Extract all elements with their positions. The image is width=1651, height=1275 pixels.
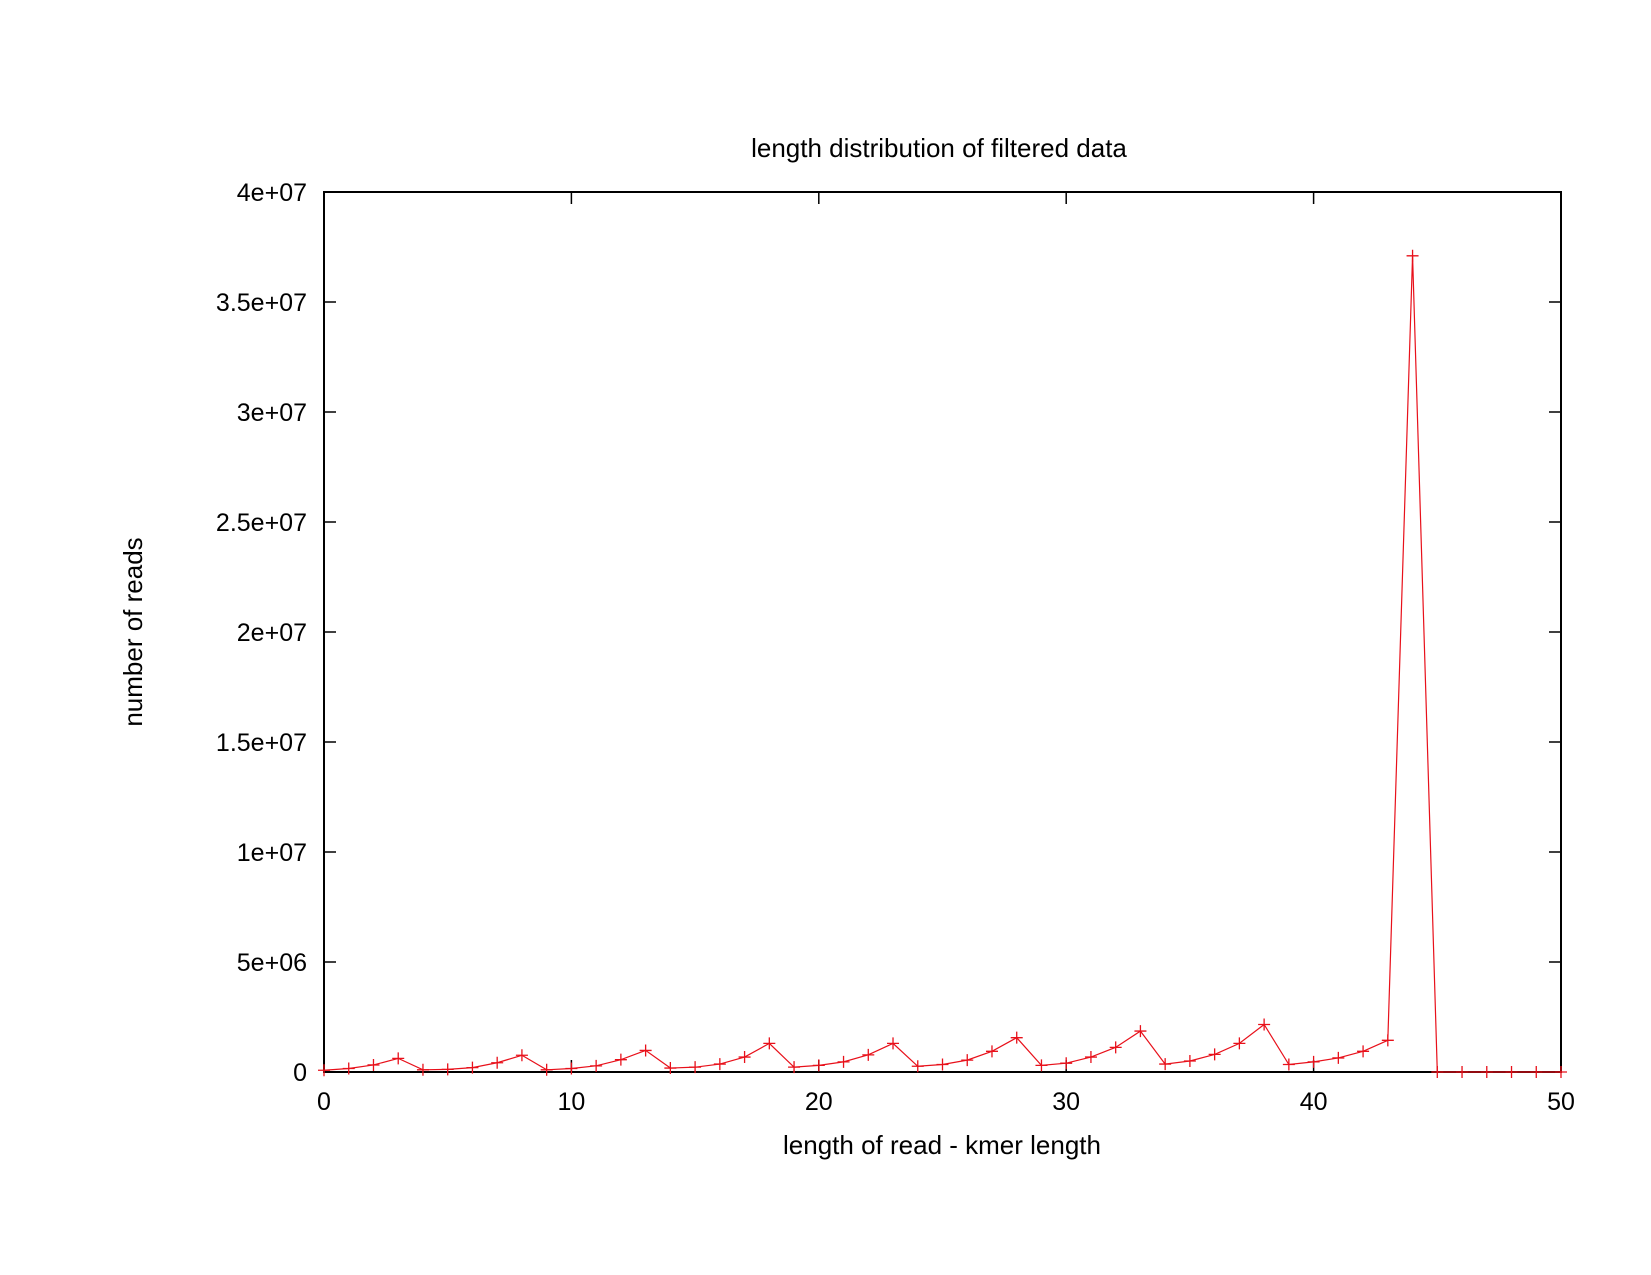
y-tick-label: 3e+07: [237, 399, 307, 427]
data-point: [1530, 1066, 1543, 1078]
data-point: [1159, 1058, 1172, 1071]
data-point: [614, 1053, 627, 1066]
chart-title: length distribution of filtered data: [751, 133, 1127, 163]
data-point: [540, 1063, 553, 1076]
x-axis: 0 10 20 30 40 50: [317, 192, 1575, 1116]
data-point: [1480, 1066, 1493, 1078]
x-tick-label: 10: [557, 1088, 585, 1116]
x-tick-label: 0: [317, 1088, 331, 1116]
data-point: [738, 1051, 751, 1064]
data-point: [887, 1037, 900, 1050]
data-point: [862, 1048, 875, 1061]
data-point: [1332, 1051, 1345, 1064]
data-point: [639, 1044, 652, 1057]
data-point: [1060, 1057, 1073, 1070]
x-axis-label: length of read - kmer length: [783, 1130, 1101, 1160]
y-tick-label: 0: [293, 1059, 307, 1087]
data-point: [367, 1058, 380, 1071]
data-point: [318, 1064, 330, 1077]
data-point: [565, 1062, 578, 1075]
data-point: [590, 1059, 603, 1072]
x-tick-label: 50: [1547, 1088, 1575, 1116]
data-point: [491, 1056, 504, 1069]
data-point: [1357, 1045, 1370, 1058]
data-point: [1109, 1041, 1122, 1054]
data-point: [515, 1049, 528, 1062]
data-point: [1282, 1058, 1295, 1071]
data-point: [911, 1060, 924, 1073]
data-point: [1406, 249, 1419, 262]
data-point: [1010, 1031, 1023, 1044]
data-point: [689, 1061, 702, 1074]
data-point: [713, 1058, 726, 1071]
series-markers: [318, 249, 1567, 1078]
y-tick-label: 2e+07: [237, 619, 307, 647]
y-axis: 0 5e+06 1e+07 1.5e+07 2e+07 2.5e+07 3e+07 3.5e+…: [216, 179, 1561, 1087]
y-tick-label: 1.5e+07: [216, 729, 307, 757]
series-line: [323, 255, 1561, 1073]
x-tick-label: 20: [805, 1088, 833, 1116]
data-point: [1505, 1066, 1518, 1078]
data-point: [961, 1054, 974, 1067]
data-point: [1555, 1066, 1567, 1078]
data-point: [342, 1062, 355, 1075]
y-tick-label: 5e+06: [237, 949, 307, 977]
data-point: [1183, 1055, 1196, 1067]
data-point: [1456, 1066, 1469, 1078]
plot-frame: [323, 191, 1562, 1073]
data-point: [1035, 1059, 1048, 1072]
data-point: [416, 1063, 429, 1076]
x-tick-label: 30: [1052, 1088, 1080, 1116]
data-point: [837, 1055, 850, 1068]
data-point: [664, 1062, 677, 1075]
data-point: [1233, 1037, 1246, 1050]
data-point: [1084, 1051, 1097, 1064]
data-point: [1258, 1018, 1271, 1031]
data-point: [1208, 1048, 1221, 1061]
data-point: [788, 1061, 801, 1074]
data-point: [392, 1052, 405, 1065]
y-tick-label: 1e+07: [237, 839, 307, 867]
data-point: [441, 1063, 454, 1076]
data-point: [936, 1058, 949, 1071]
data-point: [812, 1059, 825, 1072]
y-tick-label: 3.5e+07: [216, 289, 307, 317]
x-tick-label: 40: [1300, 1088, 1328, 1116]
data-point: [1431, 1066, 1444, 1078]
y-tick-label: 2.5e+07: [216, 509, 307, 537]
y-axis-label: number of reads: [118, 537, 148, 726]
data-point: [466, 1061, 479, 1074]
data-point: [1134, 1025, 1147, 1038]
data-point: [985, 1045, 998, 1058]
data-point: [763, 1037, 776, 1050]
y-tick-label: 4e+07: [237, 179, 307, 207]
data-point: [1307, 1055, 1320, 1068]
data-point: [1381, 1034, 1394, 1047]
